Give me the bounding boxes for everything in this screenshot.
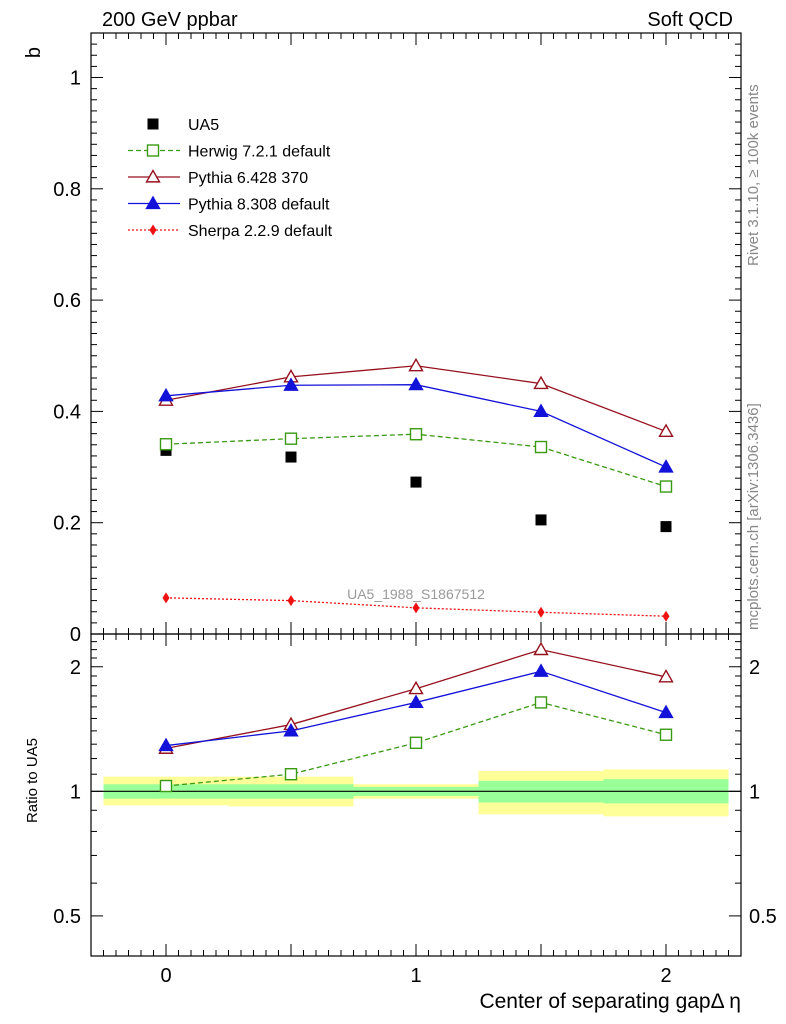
ratio-y-tick-label-right: 2 [749,657,760,679]
data-point [149,224,157,236]
data-point [408,694,424,709]
series-line [165,597,667,617]
ratio-y-tick-label-left: 1 [70,781,81,803]
data-point [533,641,549,656]
data-point [409,736,423,750]
data-point [158,737,174,752]
legend: UA5 Herwig 7.2.1 default Pythia 6.428 370 P… [128,117,333,240]
main-series-pythia-6-428-370 [158,357,674,438]
data-point [408,680,424,695]
data-point [158,387,174,402]
data-point [658,704,674,719]
main-series-herwig-7-2-1-default [159,428,673,493]
legend-label: Pythia 8.308 default [188,197,330,214]
legend-label: Herwig 7.2.1 default [188,144,331,161]
data-point [659,728,673,741]
data-point [284,432,298,445]
analysis-id-annotation: UA5_1988_S1867512 [347,586,485,602]
series-line [165,701,667,787]
data-point [658,423,674,438]
data-point [145,169,161,183]
y-tick-label: 0.8 [53,179,81,201]
ratio-y-tick-label-left: 2 [70,657,81,679]
data-point [658,669,674,683]
data-point [533,375,549,390]
main-series-ua5 [160,444,672,533]
data-point [408,357,424,372]
y-tick-label: 0.4 [53,401,81,423]
data-point [537,606,545,618]
y-tick-label: 0.2 [53,513,81,535]
data-point [535,514,547,526]
series-line [165,384,667,468]
data-point [533,663,549,677]
y-axis-label: b [23,47,45,58]
data-point [408,376,424,391]
data-point [410,476,422,488]
data-point [162,592,170,604]
y-tick-label: 1 [70,68,81,90]
ratio-series-herwig-7-2-1-default [159,696,673,793]
x-tick-label: 2 [660,965,671,987]
plot-title-right: Soft QCD [647,9,733,31]
data-point [533,403,549,417]
data-point [287,595,295,607]
data-point [146,144,160,157]
y-tick-label: 0 [70,624,81,646]
ratio-y-axis-label: Ratio to UA5 [24,738,41,823]
legend-label: Sherpa 2.2.9 default [188,223,333,240]
data-point [159,779,173,793]
x-axis-label: Center of separating gapΔ η [479,990,741,1013]
y-tick-label: 0.6 [53,290,81,312]
plot-title-left: 200 GeV ppbar [102,9,238,31]
data-point [660,521,672,533]
data-point [283,377,299,391]
data-point [534,696,548,709]
data-point [283,722,299,737]
data-point [659,480,673,493]
data-point [658,459,674,473]
data-point [285,451,297,463]
main-series-pythia-8-308-default [158,376,674,473]
ratio-series-pythia-8-308-default [158,663,674,752]
ratio-y-tick-label-left: 0.5 [53,906,81,928]
legend-label: UA5 [188,117,219,134]
data-point [662,610,670,622]
legend-label: Pythia 6.428 370 [188,170,308,187]
data-point [147,118,159,130]
main-series-sherpa-2-2-9-default [162,592,670,622]
data-point [284,768,298,781]
x-tick-label: 0 [160,965,171,987]
data-point [145,195,161,210]
series-line [165,365,667,433]
x-tick-label: 1 [410,965,421,987]
data-point [534,440,548,454]
ratio-y-tick-label-right: 0.5 [749,906,777,928]
data-point [409,428,423,441]
data-point [412,602,420,614]
data-point [159,438,173,451]
ratio-y-tick-label-right: 1 [749,781,760,803]
